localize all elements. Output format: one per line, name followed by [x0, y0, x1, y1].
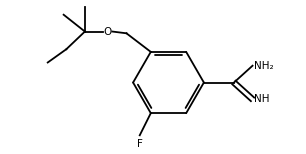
- Text: NH: NH: [254, 94, 269, 104]
- Text: O: O: [104, 26, 112, 36]
- Text: F: F: [137, 139, 143, 149]
- Text: NH₂: NH₂: [254, 61, 274, 71]
